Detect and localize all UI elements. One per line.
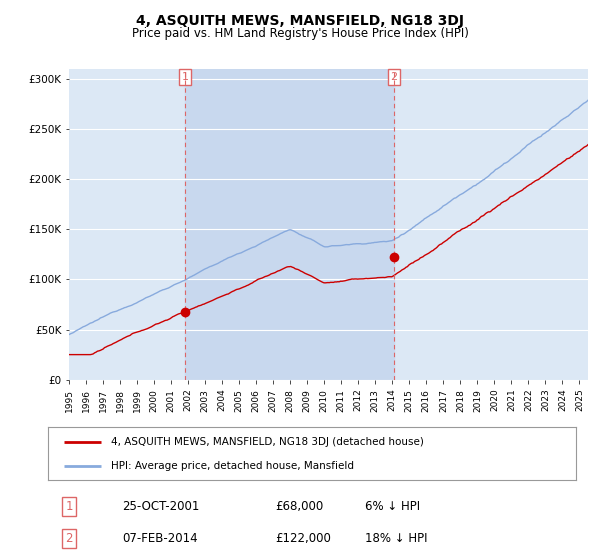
Text: £68,000: £68,000 — [275, 500, 323, 513]
Text: 6% ↓ HPI: 6% ↓ HPI — [365, 500, 420, 513]
Text: 18% ↓ HPI: 18% ↓ HPI — [365, 532, 427, 545]
Text: 07-FEB-2014: 07-FEB-2014 — [122, 532, 197, 545]
Text: 1: 1 — [182, 72, 188, 82]
Text: HPI: Average price, detached house, Mansfield: HPI: Average price, detached house, Mans… — [112, 460, 355, 470]
Bar — [185, 69, 394, 380]
Text: 2: 2 — [65, 532, 73, 545]
Text: Price paid vs. HM Land Registry's House Price Index (HPI): Price paid vs. HM Land Registry's House … — [131, 27, 469, 40]
Text: 2: 2 — [391, 72, 398, 82]
Text: 4, ASQUITH MEWS, MANSFIELD, NG18 3DJ: 4, ASQUITH MEWS, MANSFIELD, NG18 3DJ — [136, 14, 464, 28]
Text: 4, ASQUITH MEWS, MANSFIELD, NG18 3DJ (detached house): 4, ASQUITH MEWS, MANSFIELD, NG18 3DJ (de… — [112, 437, 424, 447]
Text: 1: 1 — [65, 500, 73, 513]
Text: £122,000: £122,000 — [275, 532, 331, 545]
Text: 25-OCT-2001: 25-OCT-2001 — [122, 500, 199, 513]
